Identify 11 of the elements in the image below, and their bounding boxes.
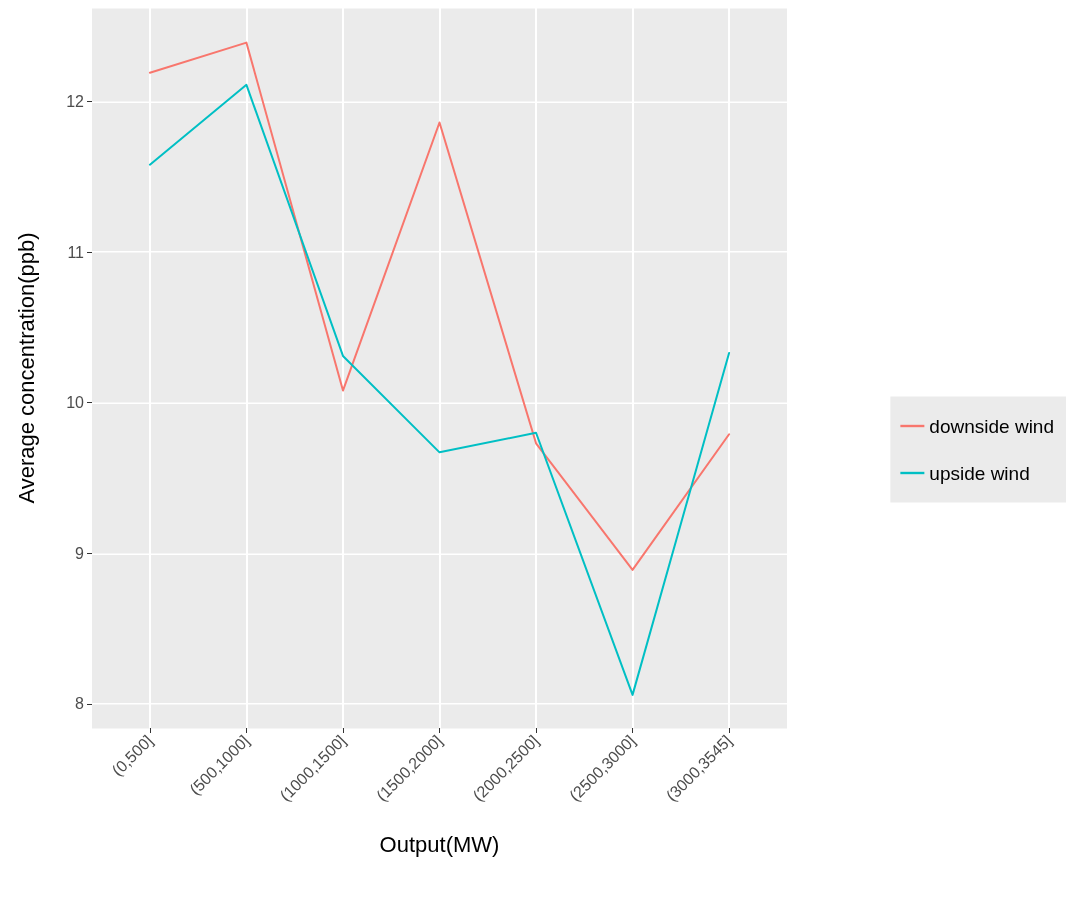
y-tick-label: 9 [75,544,85,562]
y-tick-label: 12 [66,92,85,110]
y-tick-label: 11 [67,243,85,261]
y-axis-title: Average concentration(ppb) [13,232,39,504]
legend-label: upside wind [929,462,1030,484]
legend-label: downside wind [929,415,1055,437]
x-axis-title: Output(MW) [379,831,500,857]
line-series [148,83,731,696]
y-tick-label: 8 [75,695,85,713]
y-tick-label: 10 [66,394,85,412]
line-series [148,41,731,571]
